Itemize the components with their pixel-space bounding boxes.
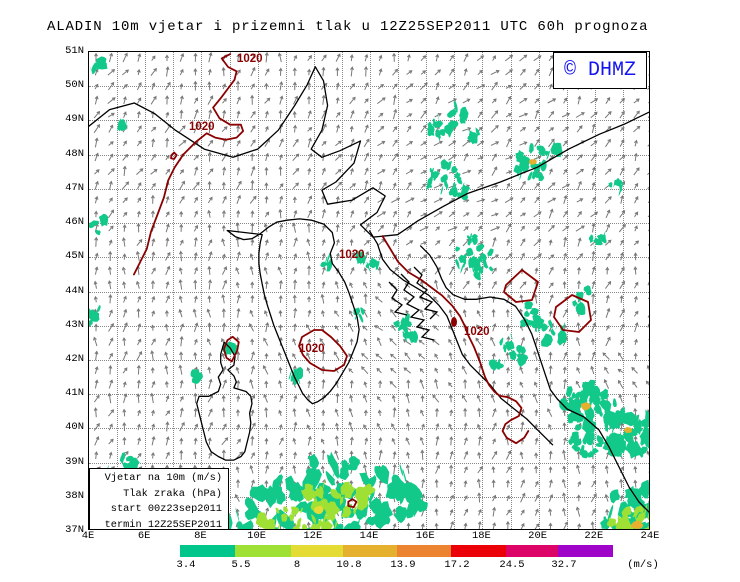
svg-text:1020: 1020 (464, 326, 490, 338)
svg-text:1020: 1020 (189, 121, 215, 133)
svg-text:1020: 1020 (299, 343, 325, 355)
svg-text:1020: 1020 (237, 53, 263, 65)
svg-text:1020: 1020 (339, 249, 365, 261)
